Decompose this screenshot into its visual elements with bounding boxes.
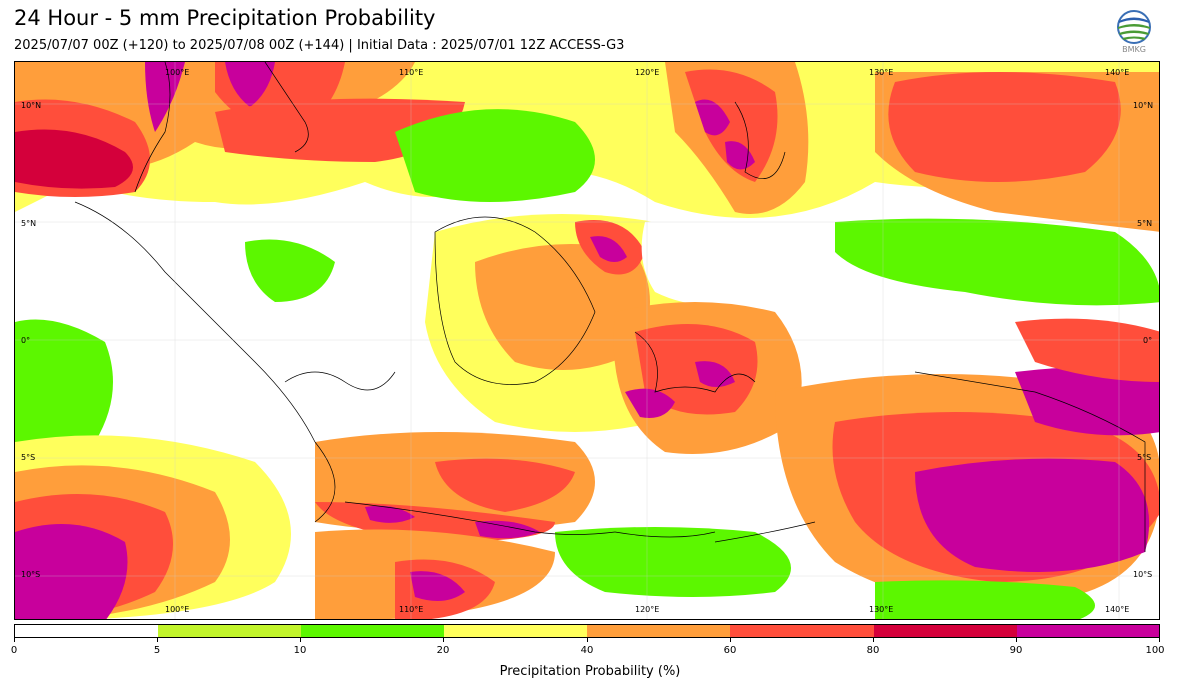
- lon-label-bottom: 140°E: [1105, 605, 1130, 614]
- lon-label-bottom: 100°E: [165, 605, 190, 614]
- lat-label-right: 0°: [1143, 336, 1153, 345]
- colorbar-tick: [14, 638, 15, 642]
- bmkg-globe-icon: BMKG: [1117, 10, 1151, 54]
- colorbar: [14, 624, 1160, 638]
- colorbar-tick: [1159, 638, 1160, 642]
- lon-label-top: 100°E: [165, 68, 190, 77]
- colorbar-tick-label: 90: [1009, 645, 1023, 656]
- lon-label-bottom: 110°E: [399, 605, 424, 614]
- logo-text: BMKG: [1122, 45, 1146, 54]
- colorbar-tick: [1016, 638, 1017, 642]
- lat-label-right: 5°S: [1137, 453, 1152, 462]
- colorbar-segment: [1016, 625, 1159, 637]
- colorbar-tick-label: 80: [866, 645, 880, 656]
- lon-label-bottom: 120°E: [635, 605, 660, 614]
- precipitation-map: 100°E 110°E 120°E 130°E 140°E 100°E 110°…: [14, 61, 1160, 620]
- lat-label-right: 5°N: [1137, 219, 1153, 228]
- lat-label-right: 10°N: [1133, 101, 1154, 110]
- colorbar-tick: [730, 638, 731, 642]
- colorbar-label: Precipitation Probability (%): [499, 664, 681, 679]
- colorbar-tick: [443, 638, 444, 642]
- lon-label-bottom: 130°E: [869, 605, 894, 614]
- coastlines: [74, 62, 1146, 552]
- colorbar-tick: [300, 638, 301, 642]
- colorbar-tick-label: 40: [580, 645, 594, 656]
- lat-label-left: 0°: [21, 336, 31, 345]
- precipitation-field: [15, 62, 1159, 619]
- colorbar-tick: [873, 638, 874, 642]
- lon-label-top: 130°E: [869, 68, 894, 77]
- lat-label-left: 5°S: [21, 453, 36, 462]
- lat-label-left: 10°S: [21, 570, 41, 579]
- colorbar-tick: [157, 638, 158, 642]
- lon-label-top: 140°E: [1105, 68, 1130, 77]
- colorbar-tick-label: 20: [436, 645, 450, 656]
- colorbar-tick-label: 0: [10, 645, 18, 656]
- lon-label-top: 110°E: [399, 68, 424, 77]
- colorbar-segment: [15, 625, 158, 637]
- colorbar-tick-label: 100: [1145, 645, 1165, 656]
- bmkg-logo: BMKG: [1114, 10, 1154, 54]
- chart-subtitle: 2025/07/07 00Z (+120) to 2025/07/08 00Z …: [14, 38, 625, 53]
- lat-label-right: 10°S: [1133, 570, 1153, 579]
- colorbar-segment: [873, 625, 1017, 637]
- colorbar-tick-label: 60: [723, 645, 737, 656]
- colorbar-segment: [444, 625, 588, 637]
- lat-label-left: 10°N: [21, 101, 42, 110]
- colorbar-segment: [157, 625, 301, 637]
- colorbar-tick: [587, 638, 588, 642]
- chart-title: 24 Hour - 5 mm Precipitation Probability: [14, 6, 436, 30]
- colorbar-segment: [300, 625, 445, 637]
- colorbar-tick-label: 5: [153, 645, 161, 656]
- colorbar-segment: [587, 625, 731, 637]
- lat-label-left: 5°N: [21, 219, 37, 228]
- lon-label-top: 120°E: [635, 68, 660, 77]
- graticule: [15, 62, 1159, 619]
- colorbar-segment: [730, 625, 874, 637]
- colorbar-tick-label: 10: [293, 645, 307, 656]
